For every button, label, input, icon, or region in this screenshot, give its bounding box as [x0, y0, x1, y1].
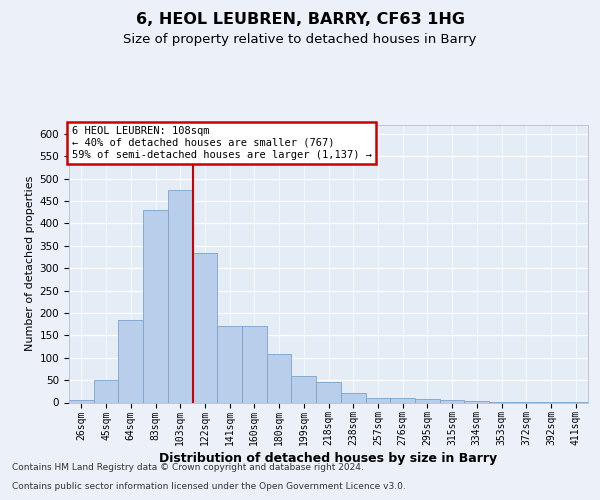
Bar — [316, 382, 341, 402]
Y-axis label: Number of detached properties: Number of detached properties — [25, 176, 35, 352]
Text: 6 HEOL LEUBREN: 108sqm
← 40% of detached houses are smaller (767)
59% of semi-de: 6 HEOL LEUBREN: 108sqm ← 40% of detached… — [71, 126, 371, 160]
Bar — [365, 398, 390, 402]
Text: Size of property relative to detached houses in Barry: Size of property relative to detached ho… — [124, 32, 476, 46]
Bar — [94, 380, 118, 402]
Bar — [217, 326, 242, 402]
Bar — [143, 210, 168, 402]
Bar — [464, 401, 489, 402]
Text: Contains HM Land Registry data © Crown copyright and database right 2024.: Contains HM Land Registry data © Crown c… — [12, 464, 364, 472]
Bar — [341, 392, 365, 402]
Bar — [242, 326, 267, 402]
Bar — [193, 252, 217, 402]
Text: 6, HEOL LEUBREN, BARRY, CF63 1HG: 6, HEOL LEUBREN, BARRY, CF63 1HG — [136, 12, 464, 28]
Text: Contains public sector information licensed under the Open Government Licence v3: Contains public sector information licen… — [12, 482, 406, 491]
Bar — [415, 399, 440, 402]
Bar — [118, 320, 143, 402]
Bar — [292, 376, 316, 402]
Bar — [168, 190, 193, 402]
Bar — [69, 400, 94, 402]
Bar — [390, 398, 415, 402]
Bar — [267, 354, 292, 403]
Bar — [440, 400, 464, 402]
X-axis label: Distribution of detached houses by size in Barry: Distribution of detached houses by size … — [160, 452, 497, 466]
